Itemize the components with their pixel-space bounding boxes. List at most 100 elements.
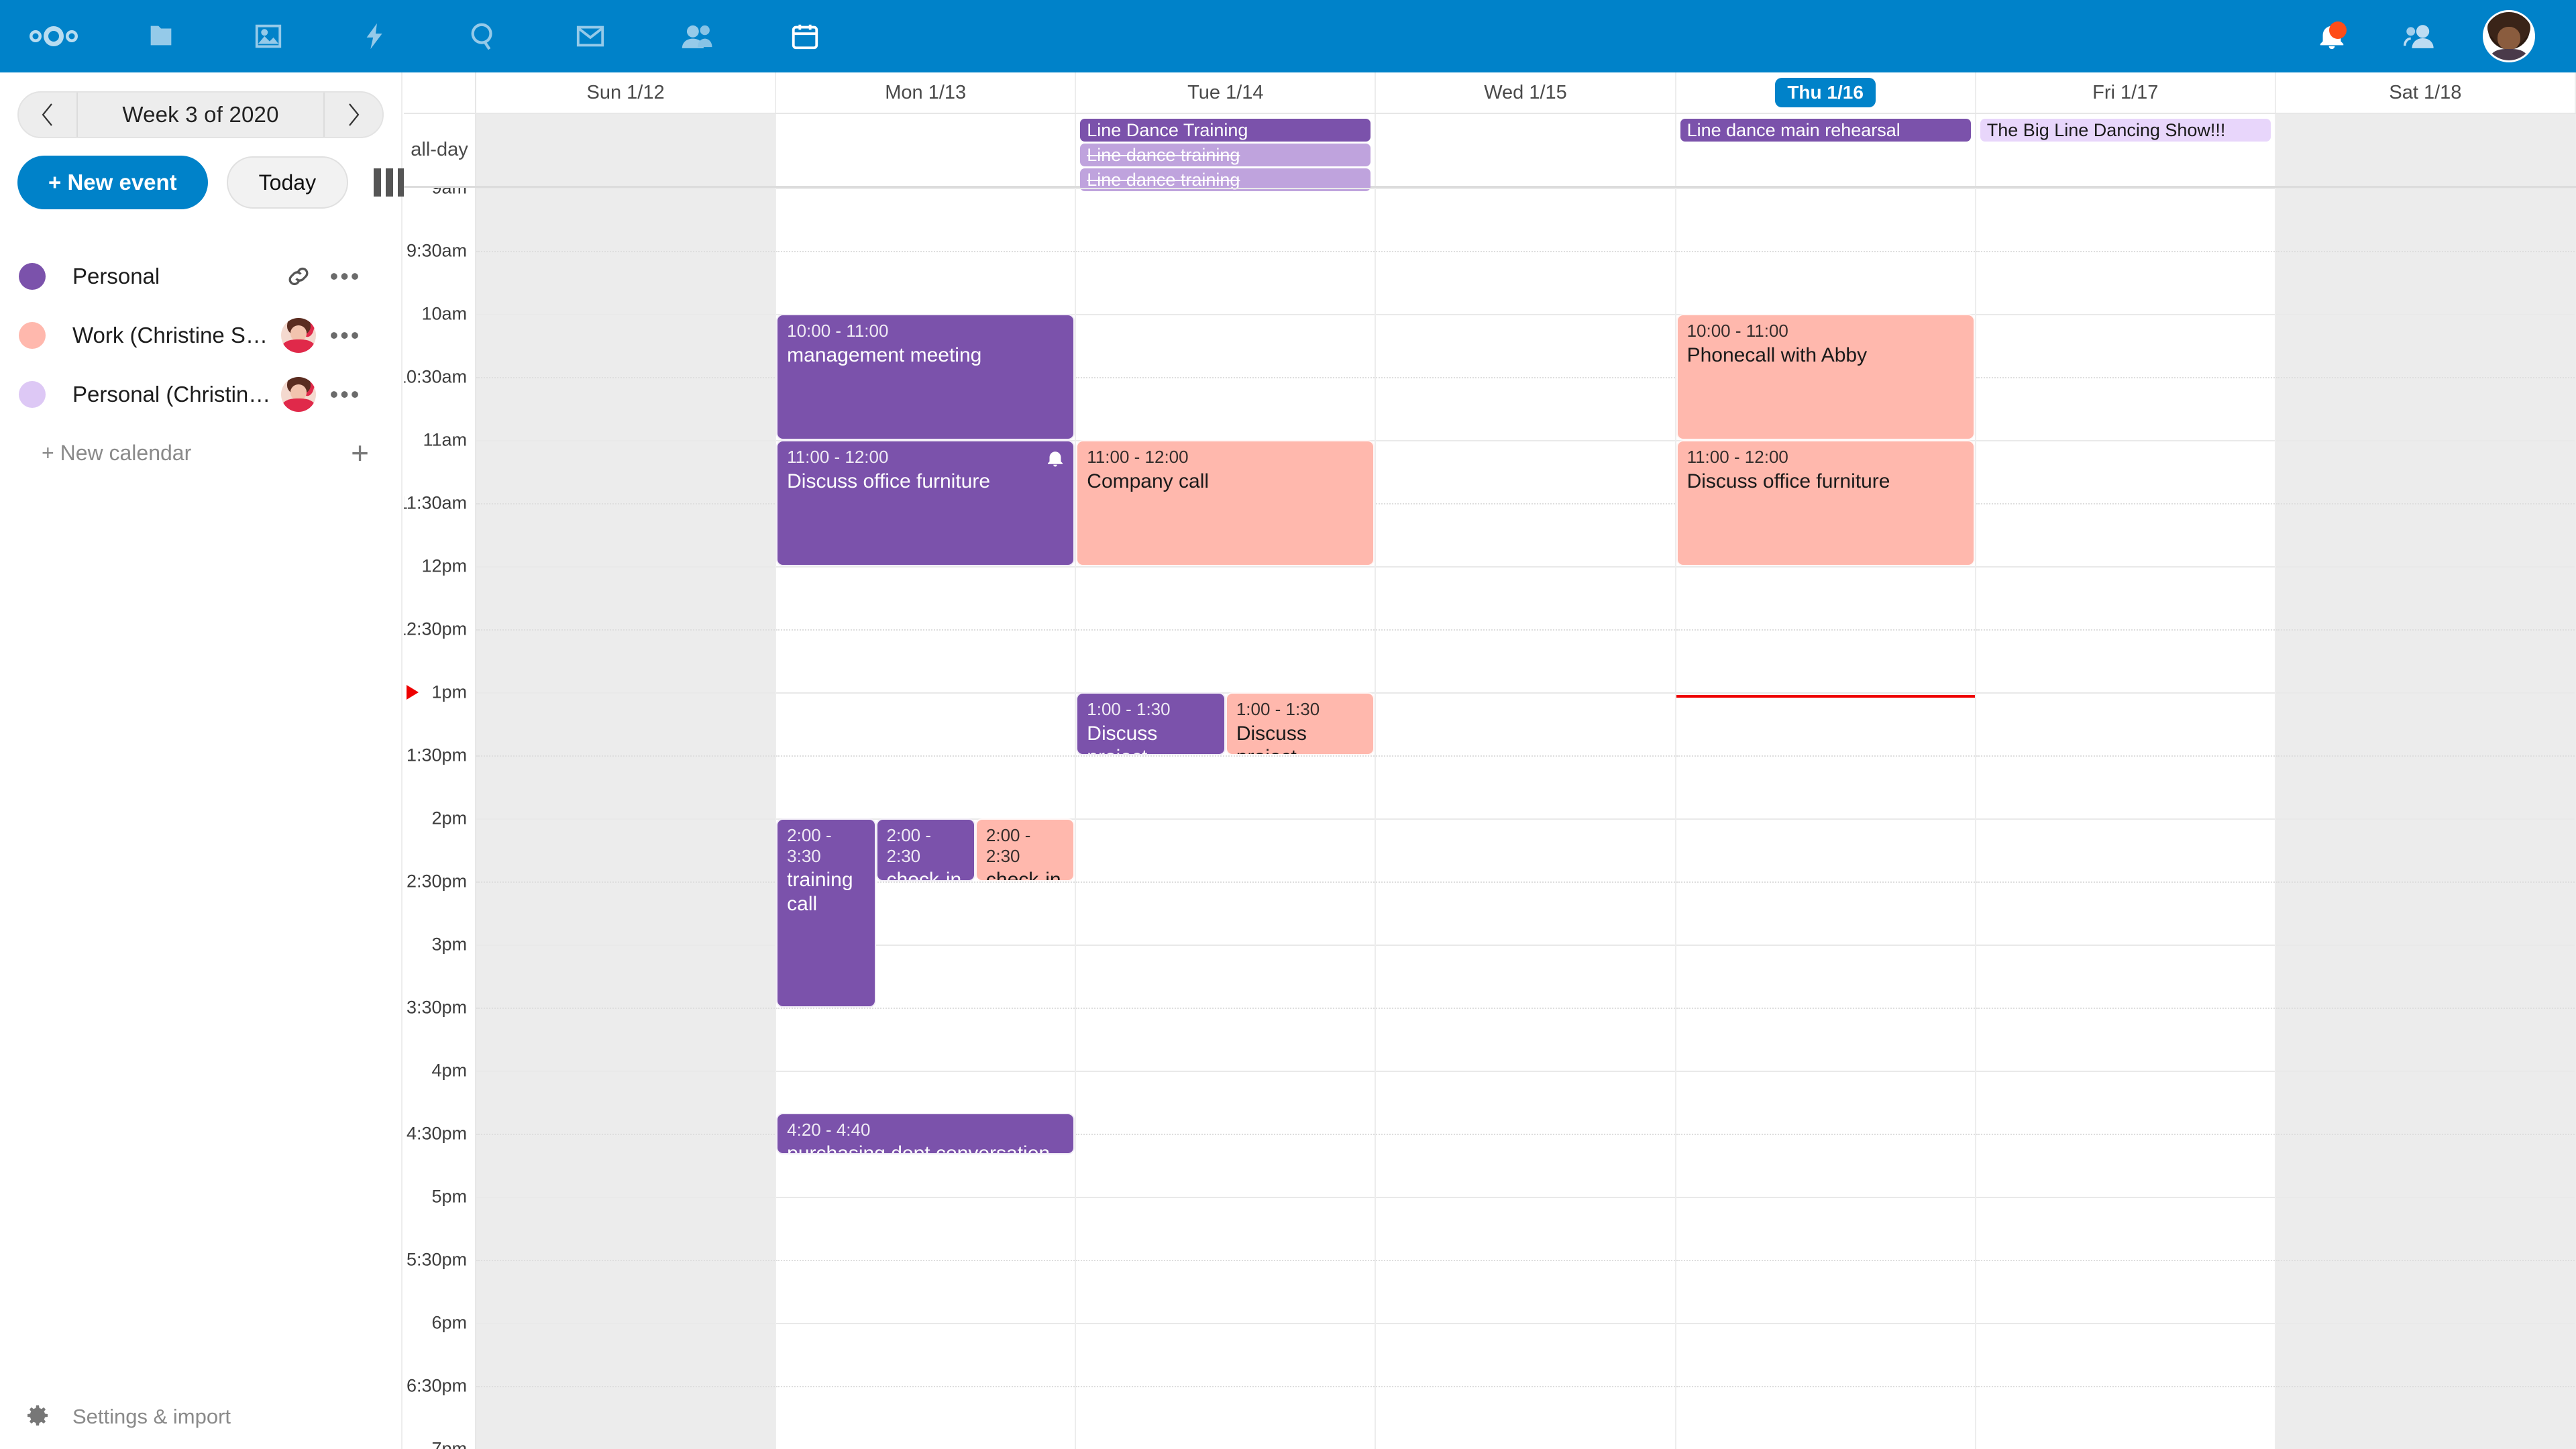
calendar-event[interactable]: 11:00 - 12:00 Company call <box>1076 440 1375 566</box>
calendar-item-personal[interactable]: Personal ••• <box>0 247 401 306</box>
mail-icon[interactable] <box>537 0 644 72</box>
new-calendar-button[interactable]: + New calendar + <box>0 424 401 482</box>
grid-line <box>476 377 775 378</box>
calendar-item-personal-christine-schott[interactable]: Personal (Christine Scho... ••• <box>0 365 401 424</box>
all-day-cell[interactable]: Line Dance Training Line dance training Li… <box>1076 114 1377 191</box>
all-day-cell[interactable] <box>1376 114 1676 186</box>
user-avatar[interactable] <box>2465 0 2553 72</box>
calendar-event[interactable]: 2:00 - 3:30 training call <box>776 818 876 1008</box>
grid-line <box>776 1386 1075 1387</box>
magnifier-icon[interactable] <box>429 0 537 72</box>
all-day-cell[interactable]: The Big Line Dancing Show!!! <box>1976 114 2276 186</box>
grid-line <box>776 1260 1075 1261</box>
day-header-wed[interactable]: Wed 1/15 <box>1376 72 1676 113</box>
previous-week-button[interactable] <box>19 93 78 137</box>
all-day-event[interactable]: The Big Line Dancing Show!!! <box>1980 119 2271 142</box>
calendar-event[interactable]: 2:00 - 2:30 check-in <box>975 818 1075 881</box>
day-header-thu[interactable]: Thu 1/16 <box>1676 72 1976 113</box>
today-button[interactable]: Today <box>226 156 349 209</box>
grid-line <box>476 692 775 694</box>
time-grid[interactable]: 9am 9:30am 10am 10:30am 11am 11:30am 12pm 12:30… <box>404 188 2576 1449</box>
grid-line <box>1376 314 1675 315</box>
grid-line <box>1976 629 2275 631</box>
view-switcher-icon[interactable] <box>374 168 406 197</box>
calendar-item-work-christine-schott[interactable]: Work (Christine Schott) ••• <box>0 306 401 365</box>
grid-line <box>2275 251 2575 252</box>
day-column[interactable] <box>1376 188 1676 1449</box>
all-day-event[interactable]: Line dance training <box>1080 144 1371 166</box>
day-column[interactable] <box>476 188 777 1449</box>
all-day-cell[interactable] <box>2275 114 2576 186</box>
calendar-event[interactable]: 10:00 - 11:00 Phonecall with Abby <box>1676 314 1975 440</box>
day-column[interactable]: 11:00 - 12:00 Company call 1:00 - 1:30 Disc… <box>1076 188 1377 1449</box>
grid-line <box>1076 1260 1375 1261</box>
calendar-name: Work (Christine Schott) <box>72 323 275 347</box>
grid-line <box>776 1008 1075 1009</box>
contacts-menu-icon[interactable] <box>2376 0 2465 72</box>
calendar-event[interactable]: 11:00 - 12:00 Discuss office furniture <box>776 440 1075 566</box>
time-label: 7pm <box>431 1438 467 1449</box>
calendar-event[interactable]: 1:00 - 1:30 Discuss project announcement <box>1076 692 1226 755</box>
all-day-cell[interactable] <box>476 114 777 186</box>
calendar-event[interactable]: 2:00 - 2:30 check-in <box>875 818 975 881</box>
day-header-fri[interactable]: Fri 1/17 <box>1976 72 2276 113</box>
grid-line <box>1376 818 1675 820</box>
new-event-button[interactable]: + New event <box>17 156 208 209</box>
time-label: 11am <box>423 429 467 450</box>
next-week-button[interactable] <box>323 93 382 137</box>
time-label: 4pm <box>431 1060 467 1081</box>
calendar-actions-menu[interactable]: ••• <box>329 262 362 290</box>
gear-icon <box>24 1402 51 1432</box>
grid-line <box>1376 1134 1675 1135</box>
calendar-color-dot <box>19 322 46 349</box>
grid-line <box>1076 755 1375 757</box>
grid-line <box>1376 188 1675 189</box>
day-column[interactable]: 10:00 - 11:00 management meeting 11:00 - 1… <box>776 188 1077 1449</box>
grid-line <box>1076 1071 1375 1072</box>
time-label: 12:30pm <box>404 619 467 639</box>
plus-icon[interactable]: + <box>351 435 369 470</box>
contacts-app-icon[interactable] <box>644 0 751 72</box>
day-header-label: Sat 1/18 <box>2389 81 2462 103</box>
day-header-mon[interactable]: Mon 1/13 <box>776 72 1077 113</box>
calendar-event[interactable]: 11:00 - 12:00 Discuss office furniture <box>1676 440 1975 566</box>
all-day-event[interactable]: Line Dance Training <box>1080 119 1371 142</box>
grid-line <box>1976 188 2275 189</box>
calendar-event[interactable]: 10:00 - 11:00 management meeting <box>776 314 1075 440</box>
all-day-event[interactable]: Line dance training <box>1080 168 1371 191</box>
settings-and-import-button[interactable]: Settings & import <box>0 1385 402 1449</box>
calendar-actions-menu[interactable]: ••• <box>329 321 362 349</box>
sidebar: Week 3 of 2020 + New event Today Persona… <box>0 72 406 1449</box>
files-icon[interactable] <box>107 0 215 72</box>
share-link-icon[interactable] <box>275 263 322 290</box>
grid-line <box>1976 945 2275 946</box>
time-label: 1:30pm <box>406 745 467 765</box>
lightning-icon[interactable] <box>322 0 429 72</box>
grid-line <box>1376 251 1675 252</box>
calendar-app-icon[interactable] <box>751 0 859 72</box>
all-day-cell[interactable]: Line dance main rehearsal <box>1676 114 1976 186</box>
image-icon[interactable] <box>215 0 322 72</box>
notifications-bell-icon[interactable] <box>2288 0 2376 72</box>
event-time: 10:00 - 11:00 <box>1686 321 1788 341</box>
grid-line <box>1976 1197 2275 1198</box>
all-day-cell[interactable] <box>776 114 1077 186</box>
day-column[interactable] <box>2275 188 2576 1449</box>
day-header-sat[interactable]: Sat 1/18 <box>2276 72 2576 113</box>
all-day-event[interactable]: Line dance main rehearsal <box>1680 119 1971 142</box>
week-label: Week 3 of 2020 <box>122 102 279 127</box>
day-column[interactable]: 10:00 - 11:00 Phonecall with Abby 11:00 - … <box>1676 188 1976 1449</box>
calendar-event[interactable]: 4:20 - 4:40 purchasing dept conversation <box>776 1112 1075 1155</box>
time-label: 12pm <box>421 555 467 576</box>
calendar-event[interactable]: 1:00 - 1:30 Discuss project announcement <box>1225 692 1375 755</box>
grid-line <box>1676 1008 1975 1009</box>
day-column[interactable] <box>1976 188 2276 1449</box>
event-time: 10:00 - 11:00 <box>787 321 889 341</box>
calendar-actions-menu[interactable]: ••• <box>329 380 362 408</box>
grid-line <box>1976 1071 2275 1072</box>
nextcloud-logo-icon[interactable] <box>0 0 107 72</box>
day-header-sun[interactable]: Sun 1/12 <box>476 72 777 113</box>
day-header-tue[interactable]: Tue 1/14 <box>1076 72 1377 113</box>
grid-line <box>776 251 1075 252</box>
grid-line <box>1376 440 1675 441</box>
